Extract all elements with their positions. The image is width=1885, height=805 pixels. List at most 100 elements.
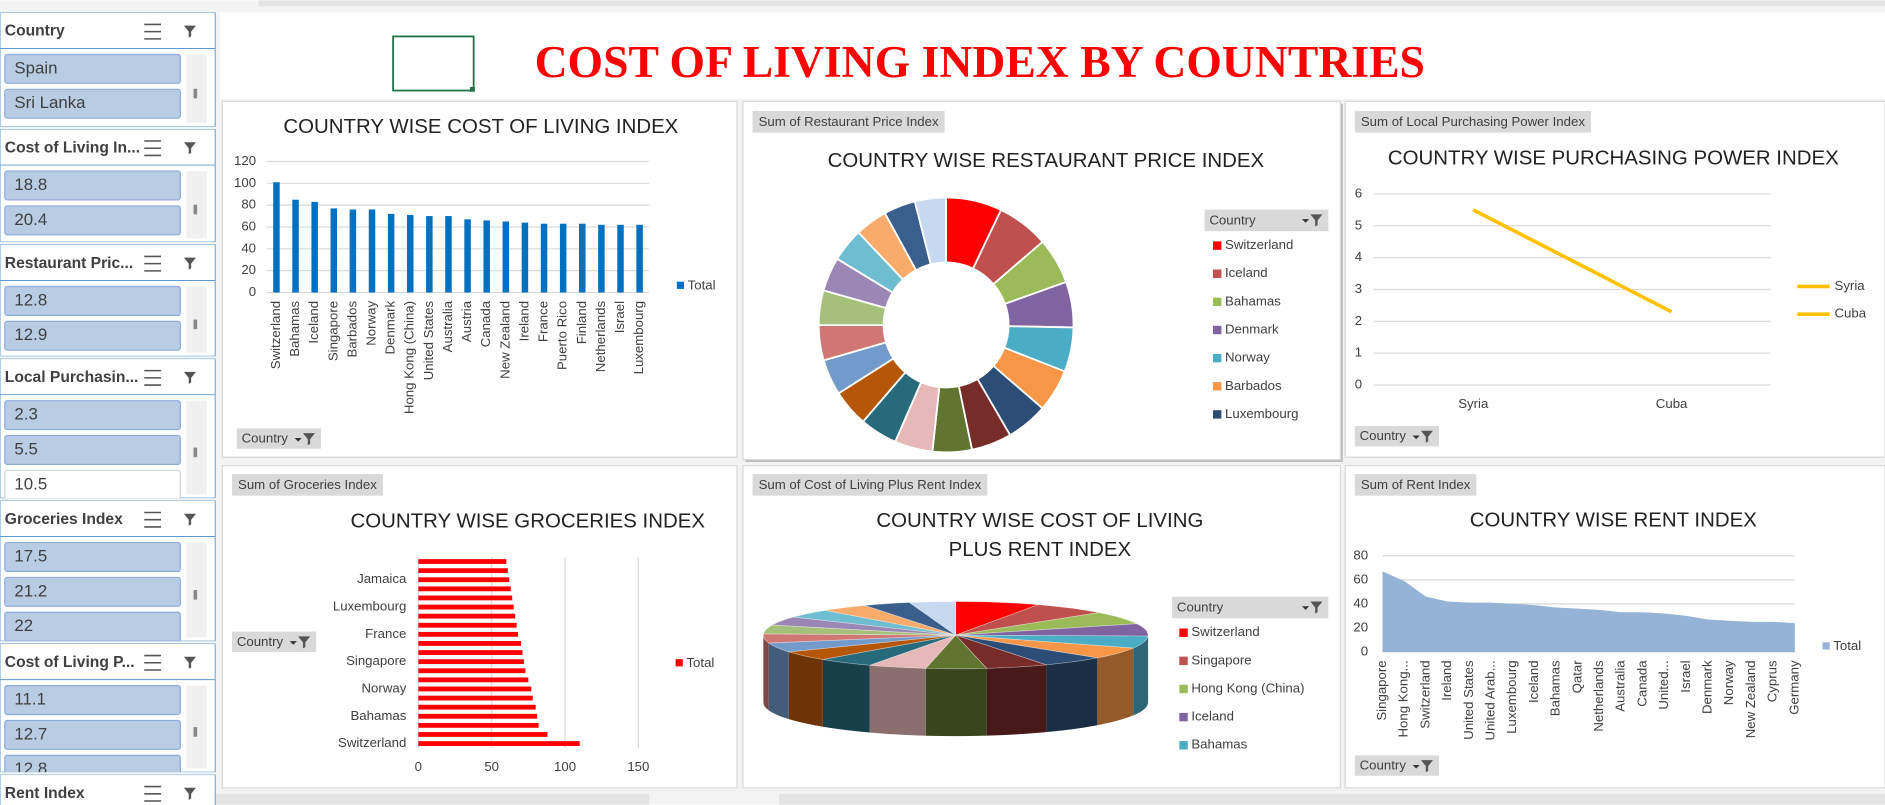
bar — [418, 722, 539, 728]
chart-panel: Sum of Groceries Index COUNTRY WISE GROCE… — [221, 465, 738, 789]
bar — [418, 568, 508, 574]
bar — [540, 223, 548, 293]
charts: COUNTRY WISE COST OF LIVING INDEX0204060… — [221, 100, 1885, 789]
field-button-label: Sum of Restaurant Price Index — [759, 114, 939, 129]
bar — [418, 650, 523, 655]
legend-label: Bahamas — [1191, 737, 1247, 752]
pie-slice — [864, 602, 956, 636]
scrollbar-thumb — [193, 727, 198, 737]
slicer-item-label: 17.5 — [14, 546, 47, 565]
slicer-item-label: 12.8 — [14, 290, 47, 309]
pie-slice — [825, 605, 956, 636]
bar — [418, 732, 548, 737]
y-tick-label: Jamaica — [357, 571, 407, 586]
chart-title: COUNTRY WISE COST OF LIVING INDEX — [283, 116, 678, 138]
y-tick-label: 60 — [241, 218, 256, 233]
multi-select-icon[interactable] — [144, 511, 162, 528]
slicer-item-label: 12.9 — [14, 325, 47, 344]
y-tick-label: 20 — [1353, 619, 1368, 634]
x-tick-label: 0 — [415, 759, 422, 774]
slicer-item-label: 18.8 — [14, 175, 47, 194]
legend-label: Barbados — [1225, 378, 1282, 393]
slicer-item-label: 10.5 — [14, 474, 47, 493]
legend-label: Iceland — [1191, 709, 1234, 724]
x-tick-label: New Zealand — [497, 301, 512, 379]
slicer-item[interactable] — [4, 611, 181, 642]
legend-filter-header[interactable] — [1172, 596, 1329, 619]
filter-icon[interactable] — [183, 257, 196, 270]
y-tick-label: 80 — [1353, 547, 1368, 562]
bar — [502, 221, 510, 293]
slicer-item[interactable] — [4, 88, 181, 119]
slicer-item-label: 22 — [14, 616, 33, 635]
pie-slice — [869, 634, 956, 669]
bar — [418, 695, 533, 701]
multi-select-icon[interactable] — [144, 369, 162, 386]
filter-icon[interactable] — [183, 787, 196, 800]
legend-swatch — [1212, 410, 1222, 419]
slicer-item[interactable] — [4, 719, 181, 750]
bar — [418, 668, 526, 674]
legend-label: Luxembourg — [1225, 406, 1298, 421]
legend-filter-header[interactable] — [1204, 209, 1329, 232]
y-tick-label: 80 — [241, 197, 256, 212]
bar — [418, 595, 513, 601]
slice-side — [788, 651, 823, 727]
y-tick-label: 4 — [1355, 249, 1362, 264]
multi-select-icon[interactable] — [144, 785, 162, 802]
legend-swatch — [1212, 269, 1222, 278]
slicer-item[interactable] — [4, 754, 181, 784]
legend-label: Denmark — [1225, 322, 1279, 337]
slice-side — [986, 664, 1047, 736]
pie-slice — [822, 634, 956, 666]
donut-slice — [913, 196, 948, 266]
slicer-item[interactable] — [4, 541, 181, 573]
y-tick-label: Bahamas — [350, 708, 406, 723]
legend-label: Singapore — [1191, 652, 1251, 667]
slicer-item[interactable] — [4, 285, 181, 316]
slicer-item[interactable] — [4, 320, 181, 351]
selected-cell[interactable] — [392, 35, 475, 92]
multi-select-icon[interactable] — [144, 23, 162, 40]
filter-icon[interactable] — [183, 513, 196, 526]
filter-button[interactable] — [236, 428, 321, 449]
slicer-item[interactable] — [4, 53, 181, 84]
x-tick-label: Switzerland — [268, 301, 283, 369]
filter-icon[interactable] — [183, 142, 196, 155]
legend-swatch — [1179, 628, 1188, 637]
filter-button[interactable] — [1354, 755, 1439, 776]
y-tick-label: 5 — [1355, 217, 1362, 232]
filter-icon[interactable] — [183, 371, 196, 384]
slicer-item[interactable] — [4, 400, 181, 431]
slice-side — [925, 668, 987, 737]
x-tick-label: 100 — [554, 759, 576, 774]
pie-slice — [763, 633, 956, 644]
dropdown-arrow — [294, 437, 302, 442]
slicer-title: Groceries Index — [5, 511, 123, 528]
slicer-item[interactable] — [4, 576, 181, 607]
chart-title: COUNTRY WISE RESTAURANT PRICE INDEX — [828, 150, 1265, 172]
multi-select-icon[interactable] — [144, 140, 162, 157]
filter-icon[interactable] — [183, 656, 196, 669]
filter-button-label: Country — [1360, 758, 1407, 773]
slicer-item[interactable] — [4, 469, 181, 499]
filter-icon[interactable] — [183, 25, 196, 38]
slicer-item[interactable] — [4, 685, 181, 716]
legend-label: Total — [688, 277, 716, 292]
filter-icon — [1420, 430, 1433, 443]
multi-select-icon[interactable] — [144, 654, 162, 671]
y-tick-label: 20 — [241, 262, 256, 277]
filter-button[interactable] — [1354, 425, 1439, 447]
legend-label: Total — [1833, 638, 1861, 653]
slicer-item[interactable] — [4, 205, 181, 236]
legend-swatch — [676, 281, 685, 289]
filter-button[interactable] — [232, 631, 317, 652]
pie-slice — [763, 624, 956, 636]
slicer-item[interactable] — [4, 170, 181, 201]
chart-panel: Sum of Local Purchasing Power Index COUNT… — [1344, 100, 1885, 458]
bar — [418, 631, 519, 637]
slicer-item[interactable] — [4, 434, 181, 466]
slicer: Groceries Index 17.5 21.2 22 — [0, 500, 216, 642]
multi-select-icon[interactable] — [144, 255, 162, 272]
y-tick-label: 0 — [1355, 377, 1362, 392]
